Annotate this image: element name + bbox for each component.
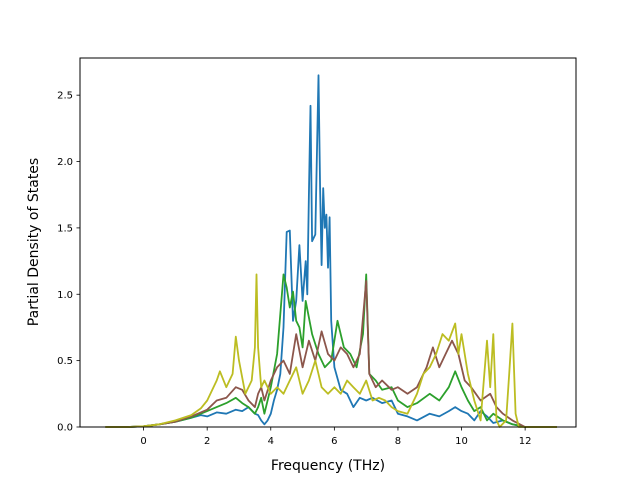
series-layer bbox=[105, 74, 557, 428]
y-tick-label: 0.0 bbox=[57, 423, 73, 434]
y-tick-label: 1.5 bbox=[57, 223, 73, 234]
y-tick-label: 0.5 bbox=[57, 356, 73, 367]
y-tick-label: 2.5 bbox=[57, 91, 73, 102]
y-axis-label: Partial Density of States bbox=[26, 158, 42, 326]
x-tick-label: 12 bbox=[519, 436, 532, 447]
series-line-2 bbox=[105, 273, 557, 428]
y-tick-label: 2.0 bbox=[57, 157, 73, 168]
y-axis: 0.0 0.5 1.0 1.5 2.0 2.5 bbox=[57, 91, 80, 434]
x-axis: 0 2 4 6 8 10 12 bbox=[140, 427, 531, 447]
x-tick-label: 10 bbox=[455, 436, 468, 447]
x-axis-label: Frequency (THz) bbox=[271, 458, 385, 474]
x-tick-label: 8 bbox=[395, 436, 401, 447]
x-tick-label: 2 bbox=[204, 436, 210, 447]
series-line-4 bbox=[105, 273, 557, 428]
series-line-1 bbox=[105, 74, 557, 428]
y-tick-label: 1.0 bbox=[57, 290, 73, 301]
plot-frame bbox=[79, 57, 577, 428]
x-tick-label: 6 bbox=[331, 436, 337, 447]
x-tick-label: 0 bbox=[140, 436, 146, 447]
x-tick-label: 4 bbox=[268, 436, 274, 447]
